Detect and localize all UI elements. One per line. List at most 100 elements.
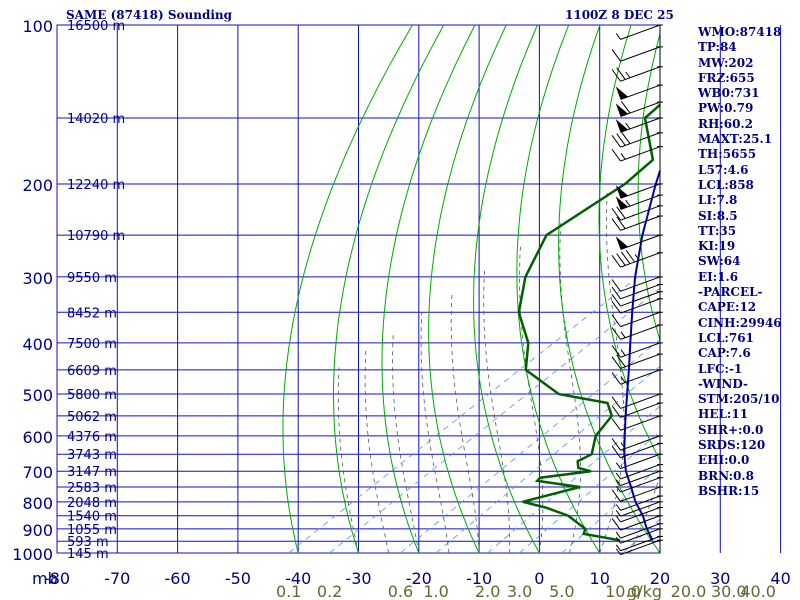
index-item: -PARCEL- <box>698 285 763 300</box>
pressure-label-900: 900 <box>22 521 53 540</box>
index-item: MW:202 <box>698 55 754 70</box>
height-label: 4376 m <box>67 430 117 445</box>
moist-adiabat--10 <box>450 291 480 554</box>
pressure-label-800: 800 <box>22 494 53 513</box>
pressure-unit-label: mb <box>32 569 58 588</box>
wind-barb <box>611 276 663 292</box>
wind-barb <box>611 66 663 82</box>
height-label: 7500 m <box>67 337 117 352</box>
dry-adiabat--40 <box>282 24 413 554</box>
temperature-label-30: 30 <box>710 569 730 588</box>
pressure-label-1000: 1000 <box>12 545 53 564</box>
wind-barbs <box>611 24 663 556</box>
height-label: 145 m <box>67 547 109 562</box>
dry-adiabat-0 <box>473 24 540 554</box>
temperature-label--50: -50 <box>225 569 251 588</box>
mixing-ratio-label-5.0: 5.0 <box>549 582 574 600</box>
height-label: 3743 m <box>67 448 117 463</box>
mixing-ratio-label-40.0: 40.0 <box>740 582 776 600</box>
wind-barb <box>615 477 663 493</box>
index-item: FRZ:655 <box>698 70 755 85</box>
height-label: 5062 m <box>67 410 117 425</box>
index-item: MAXT:25.1 <box>698 132 773 147</box>
pressure-label-100: 100 <box>22 17 53 36</box>
height-label: 16500 m <box>67 19 125 34</box>
index-item: EI:1.6 <box>698 269 739 284</box>
height-label: 14020 m <box>67 112 125 127</box>
mixing-ratio-label-0.2: 0.2 <box>317 582 342 600</box>
dry-adiabats <box>282 24 661 554</box>
index-item: EHI:0.0 <box>698 453 750 468</box>
wind-barb <box>615 84 663 100</box>
wind-barb <box>615 453 663 470</box>
wind-barb <box>611 146 663 162</box>
pressure-label-700: 700 <box>22 463 53 482</box>
mixing-ratio-label-30.0: 30.0 <box>711 582 747 600</box>
wind-barb <box>615 506 663 523</box>
mixing-ratio-line-10.0 <box>622 519 661 554</box>
wind-barb <box>611 369 663 385</box>
index-item: SHR+:0.0 <box>698 422 764 437</box>
mixing-ratio-label-0.1: 0.1 <box>276 582 301 600</box>
wind-barb <box>615 523 663 539</box>
dry-adiabat-30 <box>598 24 661 461</box>
wind-barb <box>615 528 663 544</box>
height-label: 10790 m <box>67 229 125 244</box>
wind-barb <box>615 470 663 487</box>
wind-barb <box>615 495 663 511</box>
index-item: CINH:29946 <box>698 315 782 330</box>
wind-barb <box>611 311 663 328</box>
wind-barb <box>611 131 663 148</box>
dry-adiabat-20 <box>558 24 661 554</box>
index-item: LCL:761 <box>698 330 754 345</box>
mixing-ratio-line-0.2 <box>329 287 661 554</box>
height-label: 8452 m <box>67 306 117 321</box>
height-label: 593 m <box>67 535 109 550</box>
wind-barb <box>611 353 663 369</box>
wind-barb <box>611 283 663 300</box>
height-label: 5800 m <box>67 388 117 403</box>
index-item: SW:64 <box>698 254 741 269</box>
dewpoint-line <box>517 103 661 542</box>
wind-barb <box>615 194 663 210</box>
pressure-label-200: 200 <box>22 176 53 195</box>
wind-barb <box>615 539 663 556</box>
index-item: HEL:11 <box>698 407 749 422</box>
dry-adiabat-10 <box>516 24 601 554</box>
index-item: TH:5655 <box>698 147 757 162</box>
wind-barb <box>611 515 663 531</box>
height-label: 3147 m <box>67 465 117 480</box>
wind-barb <box>615 183 663 199</box>
mixing-ratio-label-3.0: 3.0 <box>507 582 532 600</box>
wind-barb <box>611 215 663 231</box>
index-item: CAPE:12 <box>698 300 757 315</box>
mixing-ratio-unit-label: g/kg <box>627 582 662 600</box>
pressure-label-500: 500 <box>22 386 53 405</box>
height-label: 2583 m <box>67 481 117 496</box>
wind-barb <box>611 46 663 62</box>
wind-barb <box>611 415 663 431</box>
mixing-ratio-label-0.6: 0.6 <box>388 582 413 600</box>
temperature-label-40: 40 <box>770 569 790 588</box>
mixing-ratio-line-0.6 <box>400 339 661 554</box>
wind-barb <box>615 24 663 40</box>
index-item: SI:8.5 <box>698 208 738 223</box>
wind-barb <box>611 298 663 314</box>
temperature-label--40: -40 <box>285 569 311 588</box>
height-label: 9550 m <box>67 271 117 286</box>
temperature-label--60: -60 <box>165 569 191 588</box>
index-item: BRN:0.8 <box>698 468 754 483</box>
wind-barb <box>611 205 663 221</box>
wind-barb <box>615 101 663 117</box>
height-label: 12240 m <box>67 178 125 193</box>
mixing-ratio-label-20.0: 20.0 <box>671 582 707 600</box>
index-item: LI:7.8 <box>698 193 738 208</box>
index-item: KI:19 <box>698 239 736 254</box>
wind-barb <box>615 501 663 517</box>
station-title: SAME (87418) Sounding <box>66 8 233 22</box>
wind-barb <box>611 324 663 340</box>
index-item: RH:60.2 <box>698 116 753 131</box>
pressure-label-600: 600 <box>22 428 53 447</box>
